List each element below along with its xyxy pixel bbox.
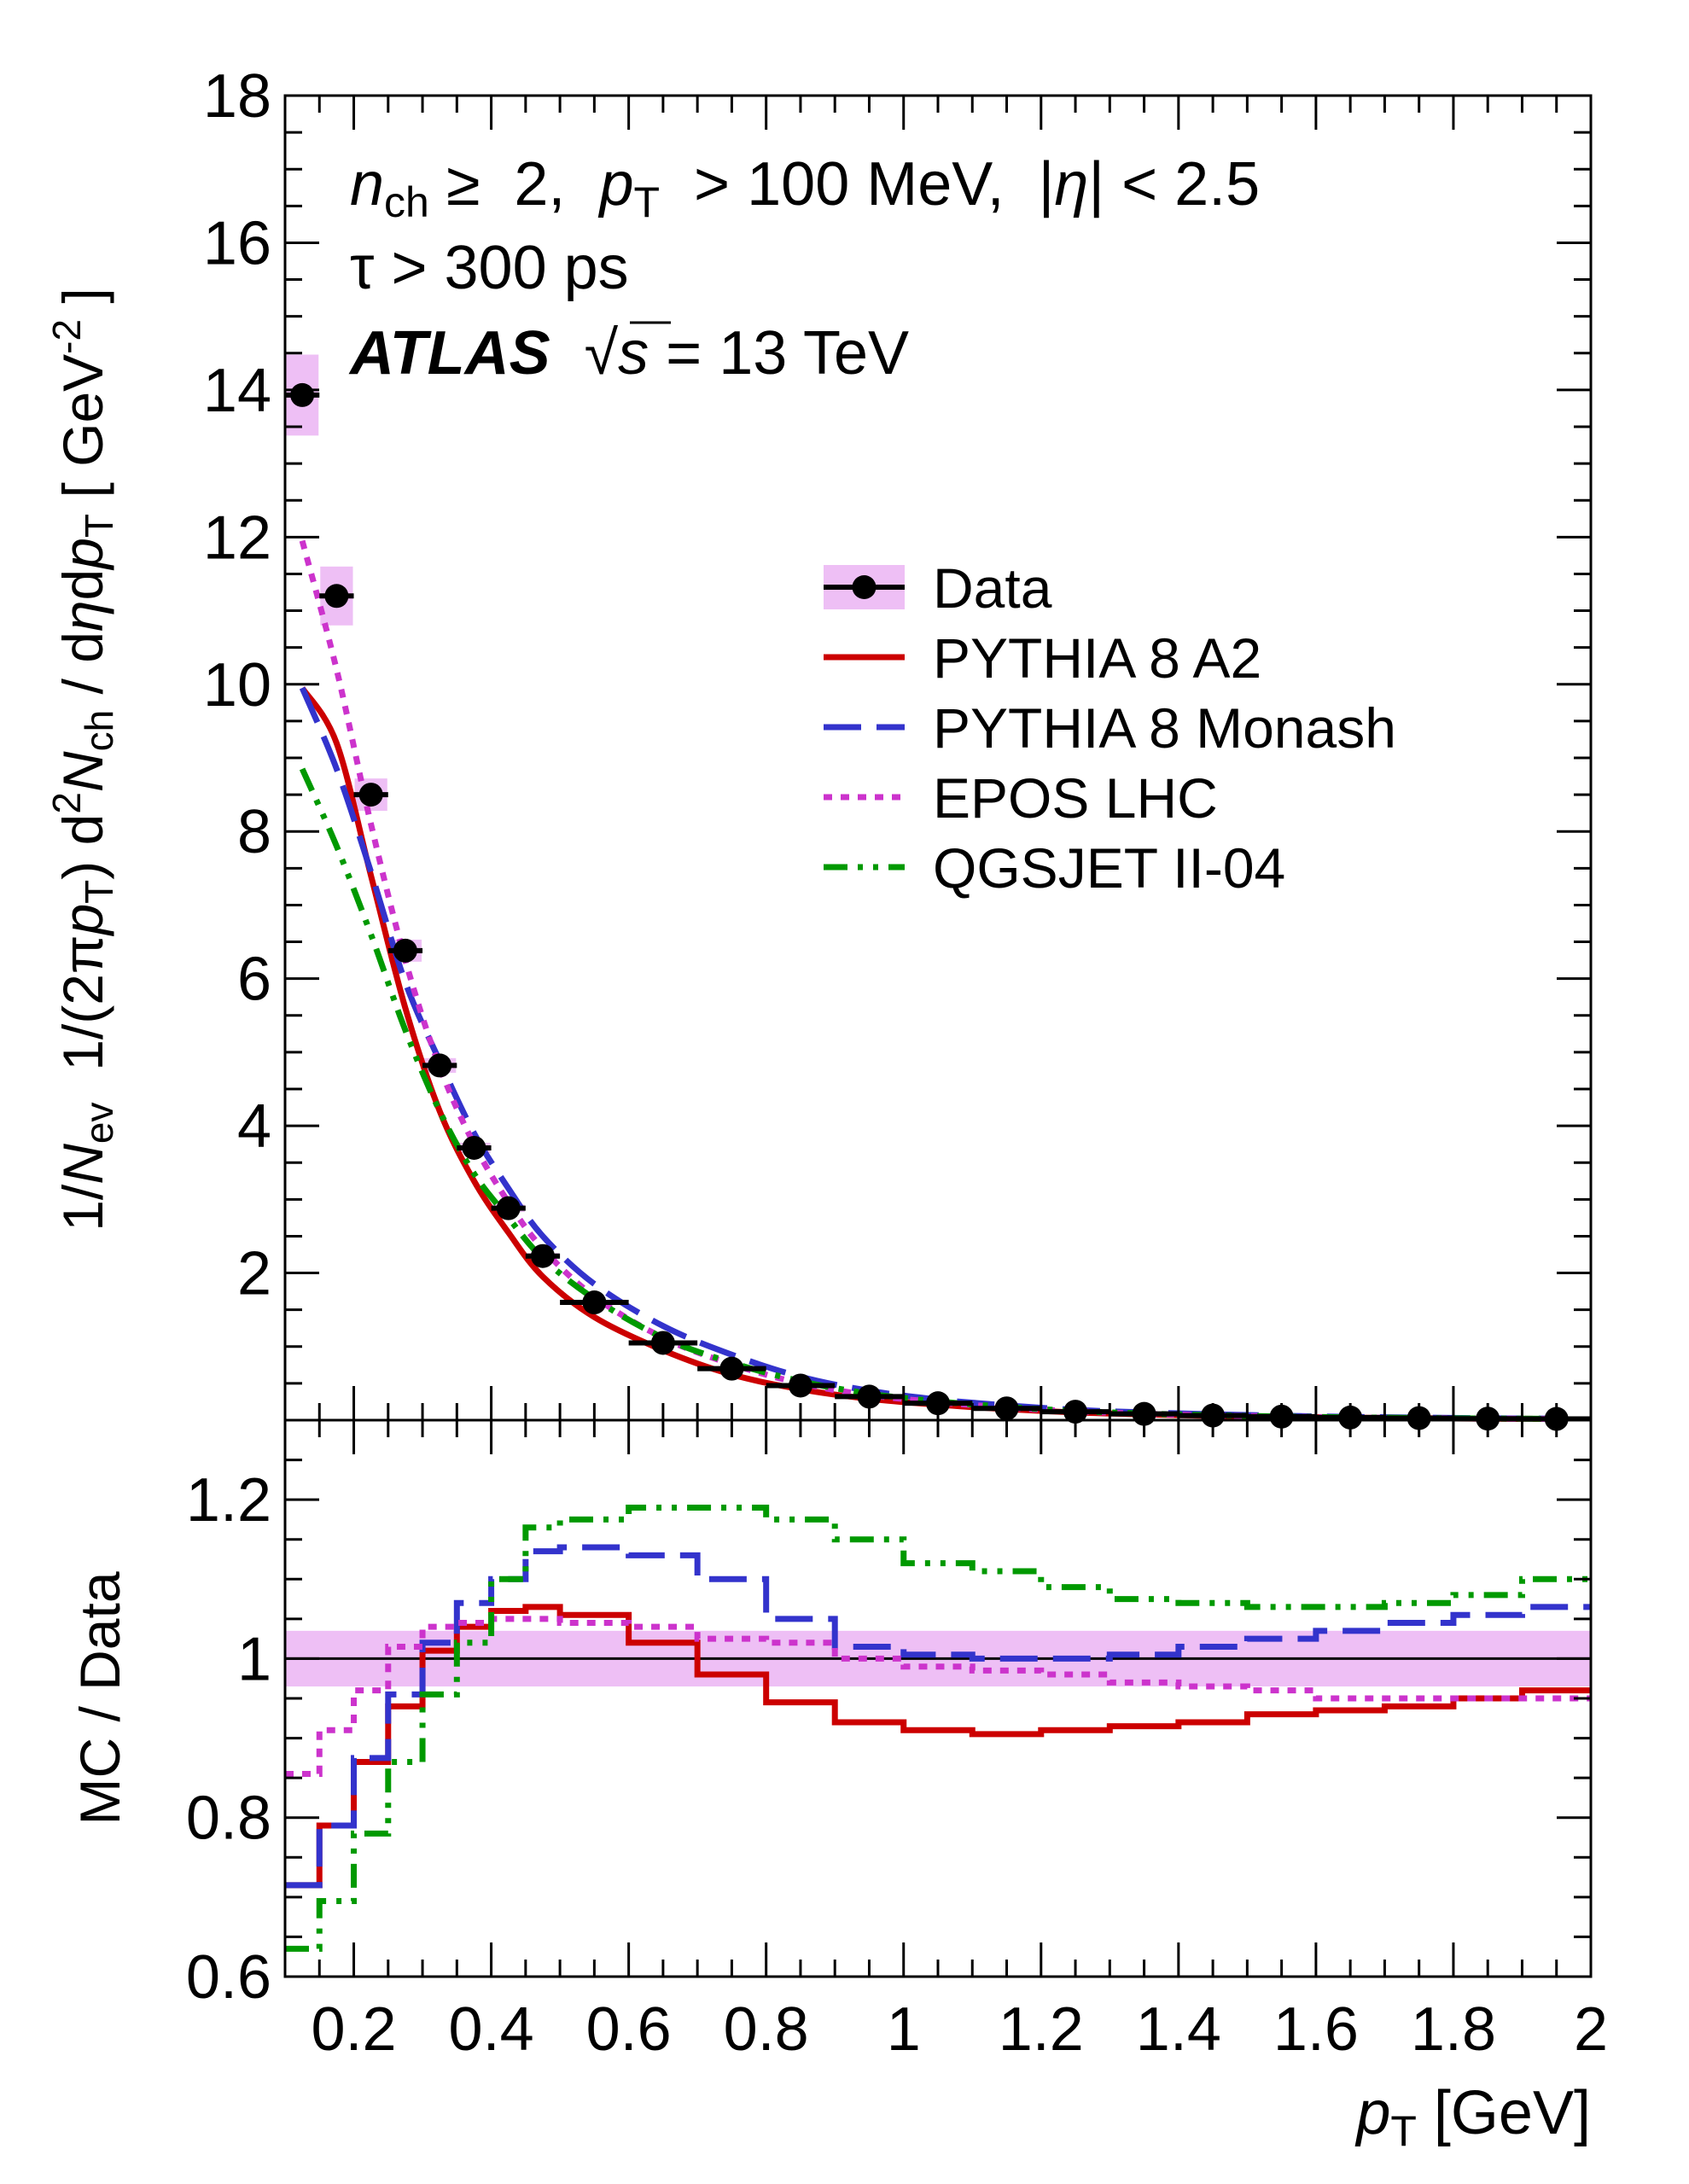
cuts-nch-condition: ≥ 2, bbox=[429, 150, 600, 218]
ratio-xtick-label: 1.4 bbox=[1136, 1995, 1221, 2064]
upper-ytick-label: 16 bbox=[203, 209, 271, 277]
upper-ytick-label: 2 bbox=[237, 1240, 271, 1308]
data-point-12 bbox=[857, 1384, 882, 1409]
ratio-plot-frame bbox=[283, 1418, 1593, 1978]
ratio-ytick-label: 1 bbox=[237, 1625, 271, 1693]
ratio-curves-layer bbox=[285, 1504, 1591, 1952]
legend-label: PYTHIA 8 A2 bbox=[933, 626, 1261, 690]
energy-s: s bbox=[618, 319, 649, 387]
data-point-4 bbox=[428, 1053, 452, 1078]
upper-ytick-label: 18 bbox=[203, 62, 271, 131]
ratio-ytick-label: 0.8 bbox=[186, 1785, 271, 1853]
ratio-xtick-label: 1.6 bbox=[1273, 1995, 1359, 2064]
data-point-2 bbox=[358, 783, 383, 807]
data-point-5 bbox=[462, 1135, 486, 1160]
selection-cuts-annotation: nch ≥ 2, pT > 100 MeV, |η| < 2.5 bbox=[350, 150, 1260, 226]
upper-ytick-label: 12 bbox=[203, 504, 271, 572]
ratio-xtick-label: 0.4 bbox=[449, 1995, 534, 2064]
upper-ytick-label: 14 bbox=[203, 357, 271, 425]
cuts-pt-sub: T bbox=[634, 178, 661, 226]
ratio-xtick-label: 1.2 bbox=[999, 1995, 1084, 2064]
legend-label: QGSJET II-04 bbox=[933, 836, 1285, 900]
ratio-xtick-label: 0.6 bbox=[586, 1995, 672, 2064]
cuts-nch-sub: ch bbox=[384, 178, 429, 226]
ratio-xtick-label: 2 bbox=[1574, 1995, 1608, 2064]
legend-label: EPOS LHC bbox=[933, 766, 1218, 830]
data-point-10 bbox=[719, 1356, 744, 1381]
data-point-8 bbox=[582, 1290, 607, 1315]
x-axis-label: pT [GeV] bbox=[1354, 2079, 1591, 2155]
ratio-band-layer bbox=[285, 1630, 1591, 1687]
upper-ytick-label: 10 bbox=[203, 651, 271, 719]
data-point-3 bbox=[393, 938, 417, 963]
upper-ytick-label: 4 bbox=[237, 1092, 271, 1161]
lifetime-cut-annotation: τ > 300 ps bbox=[350, 234, 629, 302]
ratio-hist-epos-lhc bbox=[285, 1616, 1591, 1777]
atlas-label: ATLAS bbox=[348, 319, 550, 387]
upper-ytick-label: 6 bbox=[237, 946, 271, 1014]
upper-panel: 2 4 6 8 10 12 14 16 18 bbox=[203, 62, 1593, 1431]
ratio-y-axis-label: MC / Data bbox=[68, 1571, 131, 1825]
data-point-1 bbox=[324, 584, 349, 609]
legend-label: PYTHIA 8 Monash bbox=[933, 696, 1396, 760]
energy-sqrt: √ bbox=[585, 319, 619, 387]
upper-data-layer bbox=[285, 382, 1591, 1431]
cuts-nch: n bbox=[350, 150, 384, 218]
ratio-hist-pythia-8-monash bbox=[285, 1544, 1591, 1889]
upper-curve-qgsjet-ii-04 bbox=[299, 767, 1557, 1422]
cuts-pt-condition: > 100 MeV, | bbox=[660, 150, 1054, 218]
data-point-7 bbox=[530, 1243, 555, 1268]
upper-ytick-label: 8 bbox=[237, 798, 271, 866]
energy-value: = 13 TeV bbox=[649, 319, 909, 387]
data-point-9 bbox=[650, 1331, 675, 1355]
upper-ticks-layer: 2 4 6 8 10 12 14 16 18 bbox=[203, 62, 1593, 1420]
data-point-6 bbox=[496, 1196, 521, 1220]
ratio-panel: 0.6 0.8 1 1.2 0.2 0.4 0.6 0.8 1 1.2 1.4 1.6 1.8 2 bbox=[186, 1418, 1608, 2064]
ratio-xtick-label: 0.8 bbox=[724, 1995, 809, 2064]
legend-label: Data bbox=[933, 556, 1052, 620]
legend-data-marker bbox=[852, 575, 877, 599]
cuts-eta: η bbox=[1054, 150, 1088, 218]
ratio-hist-qgsjet-ii-04 bbox=[285, 1504, 1591, 1952]
upper-y-axis-label: 1/Nev 1/(2πpT) d2Nch / dηdpT [ GeV-2 ] bbox=[44, 288, 121, 1232]
data-point-0 bbox=[290, 382, 315, 407]
ratio-xtick-label: 1 bbox=[887, 1995, 921, 2064]
ratio-ytick-label: 1.2 bbox=[186, 1466, 271, 1535]
cuts-eta-condition: | < 2.5 bbox=[1088, 150, 1260, 218]
cuts-pt: p bbox=[597, 150, 633, 218]
ratio-ytick-label: 0.6 bbox=[186, 1943, 271, 2012]
experiment-label: ATLAS √s = 13 TeV bbox=[348, 319, 909, 387]
data-point-11 bbox=[788, 1373, 812, 1398]
ratio-xtick-label: 0.2 bbox=[311, 1995, 396, 2064]
ratio-xtick-label: 1.8 bbox=[1411, 1995, 1496, 2064]
